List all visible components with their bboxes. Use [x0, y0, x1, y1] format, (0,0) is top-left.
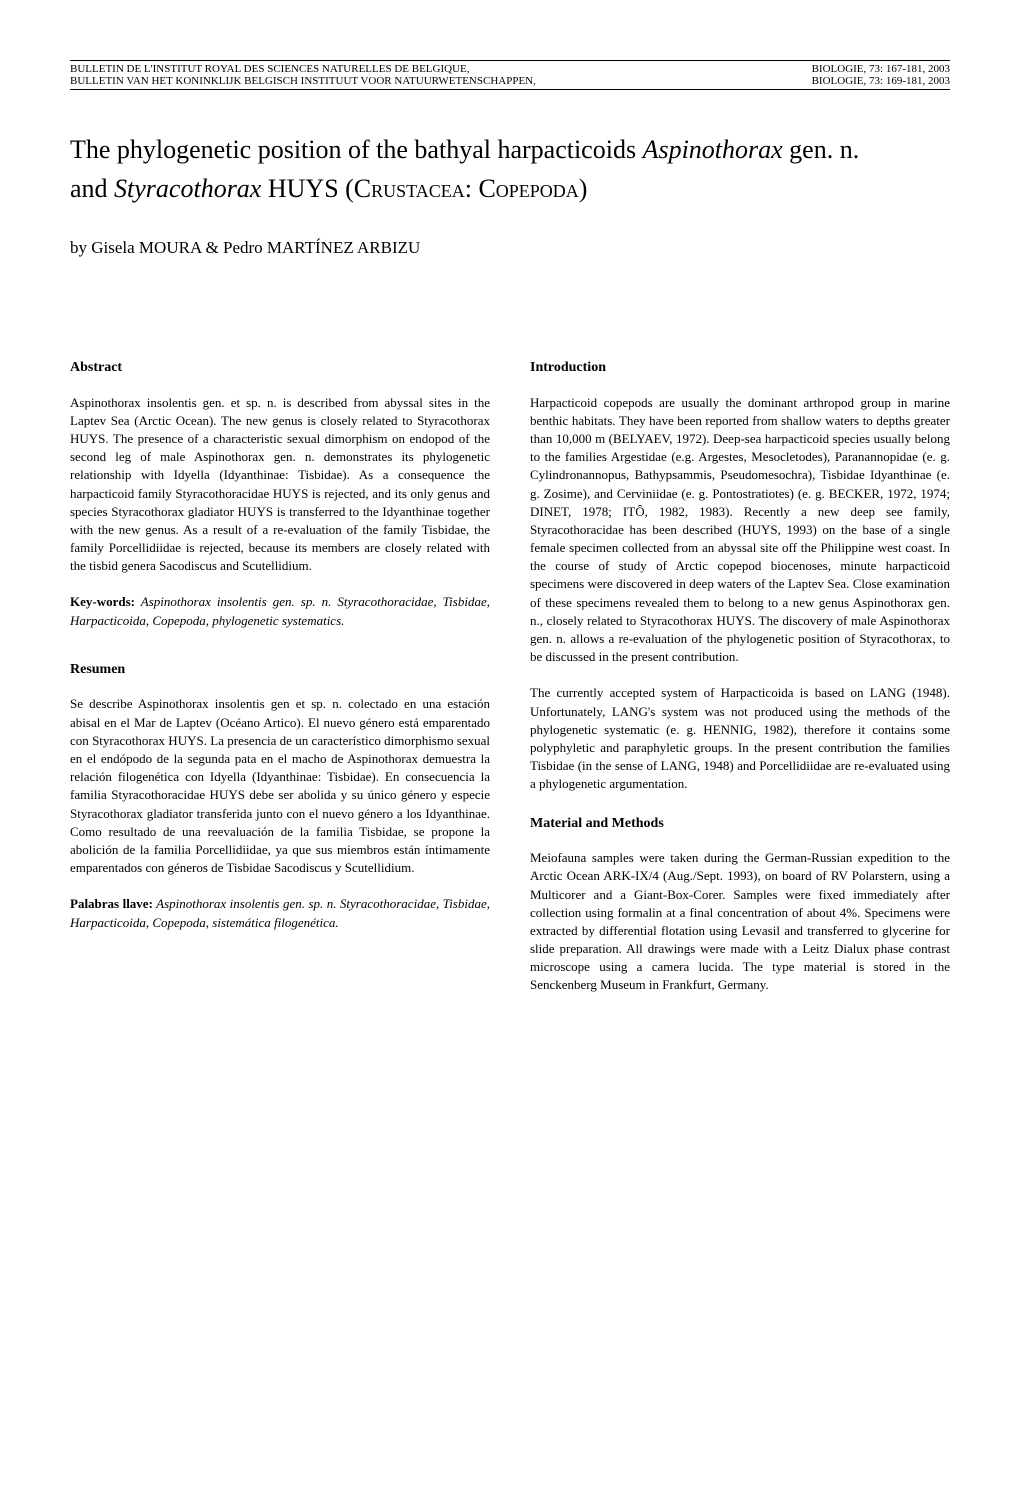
title-line1-italic: Aspinothorax [643, 135, 783, 164]
authors: by Gisela MOURA & Pedro MARTÍNEZ ARBIZU [70, 238, 950, 258]
header-right-line2: BIOLOGIE, 73: 169-181, 2003 [812, 75, 950, 87]
keywords: Key-words: Aspinothorax insolentis gen. … [70, 593, 490, 629]
methods-text: Meiofauna samples were taken during the … [530, 849, 950, 995]
resumen-text: Se describe Aspinothorax insolentis gen … [70, 695, 490, 877]
resumen-heading: Resumen [70, 660, 490, 680]
paper-title: The phylogenetic position of the bathyal… [70, 130, 950, 208]
methods-heading: Material and Methods [530, 814, 950, 834]
journal-header: BULLETIN DE L'INSTITUT ROYAL DES SCIENCE… [70, 60, 950, 90]
content-columns: Abstract Aspinothorax insolentis gen. et… [70, 358, 950, 1013]
keywords-label: Key-words: [70, 594, 135, 609]
introduction-para1: Harpacticoid copepods are usually the do… [530, 394, 950, 667]
header-right: BIOLOGIE, 73: 167-181, 2003 BIOLOGIE, 73… [812, 63, 950, 87]
title-line1-pre: The phylogenetic position of the bathyal… [70, 135, 643, 164]
title-line1-post: gen. n. [783, 135, 860, 164]
left-column: Abstract Aspinothorax insolentis gen. et… [70, 358, 490, 1013]
right-column: Introduction Harpacticoid copepods are u… [530, 358, 950, 1013]
palabras-label: Palabras llave: [70, 896, 153, 911]
header-left: BULLETIN DE L'INSTITUT ROYAL DES SCIENCE… [70, 63, 536, 87]
palabras-llave: Palabras llave: Aspinothorax insolentis … [70, 895, 490, 931]
title-line2-italic: Styracothorax [114, 174, 261, 203]
header-right-line1: BIOLOGIE, 73: 167-181, 2003 [812, 63, 950, 75]
abstract-text: Aspinothorax insolentis gen. et sp. n. i… [70, 394, 490, 576]
header-content: BULLETIN DE L'INSTITUT ROYAL DES SCIENCE… [70, 63, 950, 87]
title-line2-post: HUYS (Crustacea: Copepoda) [261, 174, 587, 203]
header-left-line1: BULLETIN DE L'INSTITUT ROYAL DES SCIENCE… [70, 63, 536, 75]
introduction-para2: The currently accepted system of Harpact… [530, 684, 950, 793]
title-line2-pre: and [70, 174, 114, 203]
introduction-heading: Introduction [530, 358, 950, 378]
abstract-heading: Abstract [70, 358, 490, 378]
header-left-line2: BULLETIN VAN HET KONINKLIJK BELGISCH INS… [70, 75, 536, 87]
